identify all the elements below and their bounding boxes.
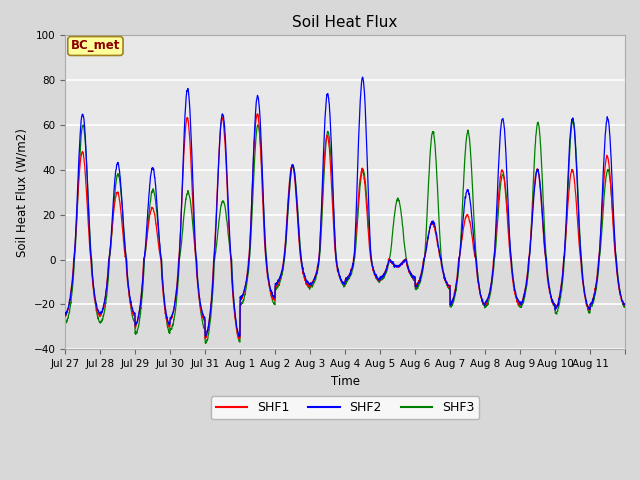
Line: SHF3: SHF3: [65, 120, 625, 343]
SHF2: [236, 334, 243, 339]
Y-axis label: Soil Heat Flux (W/m2): Soil Heat Flux (W/m2): [15, 128, 28, 257]
SHF3: [202, 340, 210, 346]
SHF1: [614, 274, 621, 280]
SHF2: [117, 186, 125, 192]
SHF3: [545, 284, 553, 290]
SHF3: [379, 275, 387, 280]
SHF2: [514, 297, 522, 302]
SHF2: [358, 74, 366, 80]
SHF1: [235, 336, 243, 342]
Text: BC_met: BC_met: [70, 39, 120, 52]
SHF1: [254, 111, 262, 117]
SHF1: [61, 312, 69, 318]
SHF1: [546, 289, 554, 295]
SHF3: [614, 269, 621, 275]
SHF1: [238, 295, 246, 301]
SHF1: [380, 272, 387, 278]
SHF3: [117, 191, 125, 197]
SHF1: [621, 302, 629, 308]
Line: SHF1: SHF1: [65, 114, 625, 339]
SHF2: [546, 287, 554, 292]
Title: Soil Heat Flux: Soil Heat Flux: [292, 15, 398, 30]
SHF2: [238, 294, 246, 300]
SHF3: [238, 300, 246, 305]
SHF3: [621, 303, 629, 309]
X-axis label: Time: Time: [331, 374, 360, 387]
SHF2: [61, 310, 69, 316]
SHF2: [621, 302, 629, 308]
Bar: [65, 260, 625, 349]
SHF2: [614, 271, 621, 276]
Line: SHF2: SHF2: [65, 77, 625, 336]
SHF2: [380, 273, 387, 278]
SHF1: [514, 300, 522, 306]
SHF3: [514, 300, 522, 306]
SHF1: [117, 211, 125, 217]
Legend: SHF1, SHF2, SHF3: SHF1, SHF2, SHF3: [211, 396, 479, 420]
SHF3: [61, 320, 69, 326]
SHF3: [570, 117, 577, 123]
